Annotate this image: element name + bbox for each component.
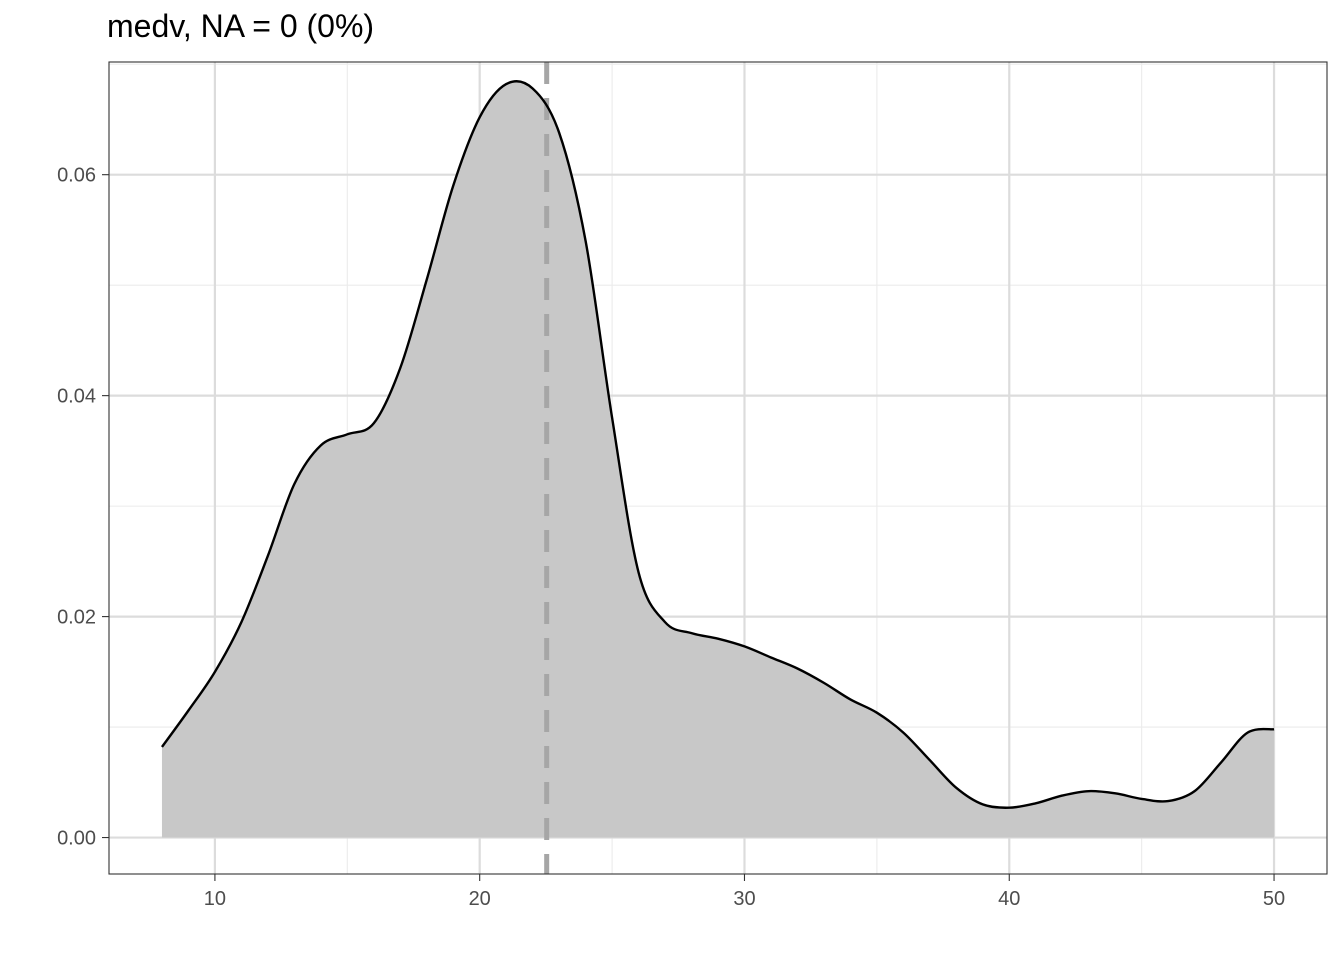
axis-ticks: [102, 174, 1275, 881]
x-tick-label: 20: [469, 888, 491, 910]
x-tick-label: 40: [998, 888, 1020, 910]
y-tick-label: 0.04: [57, 386, 96, 408]
y-tick-label: 0.02: [57, 607, 96, 629]
density-line: [160, 80, 1275, 809]
chart-title: medv, NA = 0 (0%): [107, 8, 375, 44]
x-tick-label: 30: [733, 888, 755, 910]
y-tick-label: 0.00: [57, 828, 96, 850]
x-tick-label: 50: [1263, 888, 1285, 910]
x-axis-tick-labels: 10 20 30 40 50: [204, 888, 1285, 910]
x-tick-label: 10: [204, 888, 226, 910]
density-area: [161, 81, 1275, 838]
y-axis-tick-labels: 0.00 0.02 0.04 0.06: [57, 165, 96, 850]
y-tick-label: 0.06: [57, 165, 96, 187]
plot-panel-border: [108, 61, 1328, 875]
